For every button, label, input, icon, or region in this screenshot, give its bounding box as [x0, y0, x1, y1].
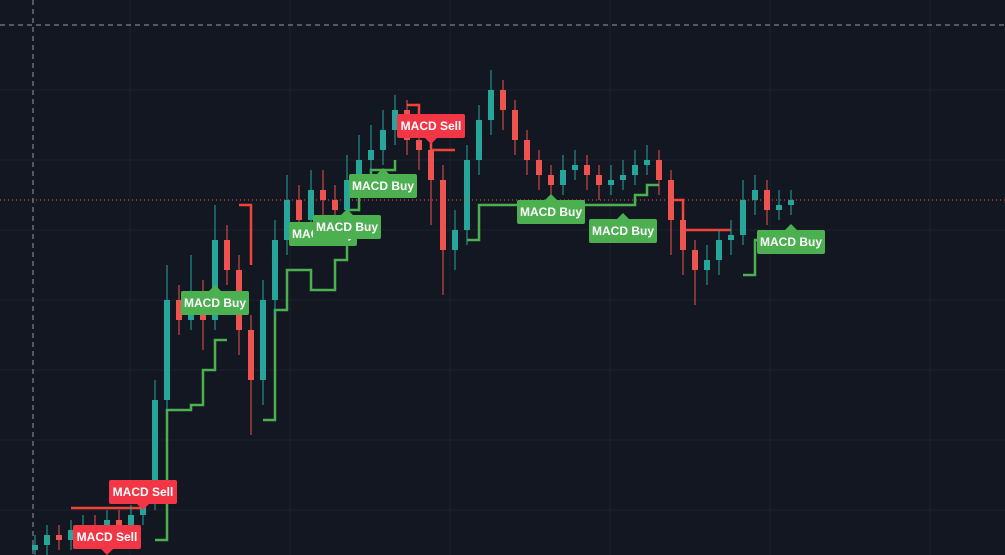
- signal-pointer: [209, 285, 221, 291]
- signal-box: [589, 219, 657, 243]
- signal-label: MACD Sell: [73, 525, 141, 555]
- candle-body: [308, 190, 314, 220]
- signal-box: [181, 291, 249, 315]
- signal-box: [313, 215, 381, 239]
- signal-text: MACD Sell: [113, 485, 174, 499]
- signal-text: MACD Buy: [760, 235, 822, 249]
- signal-label: MACD Buy: [349, 168, 417, 198]
- candle-body: [500, 90, 506, 110]
- stop-line: [239, 203, 253, 265]
- candle-body: [296, 200, 302, 220]
- signal-pointer: [617, 213, 629, 219]
- candle-body: [224, 240, 230, 270]
- signal-pointer: [137, 504, 149, 510]
- candle-body: [44, 535, 50, 545]
- candle-body: [440, 180, 446, 250]
- candle-body: [464, 160, 470, 230]
- candle-body: [572, 165, 578, 170]
- candle-body: [176, 300, 182, 320]
- candle-body: [584, 165, 590, 175]
- stop-line: [155, 338, 227, 542]
- signal-text: MACD Buy: [592, 224, 654, 238]
- signal-box: [517, 200, 585, 224]
- candle-body: [212, 240, 218, 320]
- signal-box: [109, 480, 177, 504]
- candle-body: [344, 180, 350, 210]
- signal-pointer: [101, 549, 113, 555]
- candle-body: [476, 120, 482, 160]
- signal-pointer: [341, 209, 353, 215]
- candle-body: [536, 160, 542, 175]
- candle-body: [128, 515, 134, 525]
- candle-body: [632, 165, 638, 175]
- candle-body: [32, 545, 38, 550]
- candle-body: [248, 330, 254, 380]
- candle-body: [56, 535, 62, 540]
- signal-label: MACD Buy: [313, 209, 381, 239]
- signal-pointer: [785, 224, 797, 230]
- candle-body: [152, 400, 158, 500]
- candle-body: [428, 150, 434, 180]
- signal-label: MACD Sell: [397, 114, 465, 144]
- candle-body: [596, 175, 602, 185]
- candle-body: [68, 530, 74, 540]
- signal-pointer: [425, 138, 437, 144]
- candle-body: [788, 200, 794, 205]
- candle-body: [728, 235, 734, 240]
- signal-label: MACD Buy: [517, 194, 585, 224]
- signal-text: MACD Sell: [77, 530, 138, 544]
- candle-body: [548, 175, 554, 185]
- candle-body: [704, 260, 710, 270]
- candle-body: [320, 190, 326, 200]
- candle-body: [380, 130, 386, 150]
- candle-body: [284, 200, 290, 240]
- signal-box: [397, 114, 465, 138]
- candle-body: [644, 160, 650, 165]
- candle-body: [740, 200, 746, 235]
- signal-text: MACD Sell: [401, 119, 462, 133]
- signal-label: MACD Sell: [109, 480, 177, 510]
- signal-box: [73, 525, 141, 549]
- candle-body: [716, 240, 722, 260]
- candle-body: [776, 205, 782, 210]
- candle-body: [368, 150, 374, 160]
- candle-body: [668, 180, 674, 220]
- candle-body: [452, 230, 458, 250]
- signal-box: [349, 174, 417, 198]
- candle-body: [560, 170, 566, 185]
- candle-body: [164, 300, 170, 400]
- signal-pointer: [377, 168, 389, 174]
- candle-body: [524, 140, 530, 160]
- candle-body: [488, 90, 494, 120]
- candle-body: [764, 190, 770, 210]
- signal-label: MACD Buy: [589, 213, 657, 243]
- candle-body: [116, 520, 122, 525]
- candle-body: [356, 160, 362, 180]
- candle-body: [392, 110, 398, 130]
- candle-body: [272, 240, 278, 300]
- candle-body: [608, 180, 614, 185]
- signal-box: [757, 230, 825, 254]
- candle-body: [680, 220, 686, 250]
- candle-body: [260, 300, 266, 380]
- candle-body: [620, 175, 626, 180]
- candle-body: [752, 190, 758, 200]
- signal-text: MACD Buy: [184, 296, 246, 310]
- signal-text: MACD Buy: [520, 205, 582, 219]
- signal-label: MACD Buy: [757, 224, 825, 254]
- candle-body: [332, 200, 338, 210]
- candle-body: [656, 160, 662, 180]
- candle-body: [692, 250, 698, 270]
- signal-text: MACD Buy: [316, 220, 378, 234]
- signal-text: MACD Buy: [352, 179, 414, 193]
- signal-pointer: [545, 194, 557, 200]
- signal-label: MACD Buy: [181, 285, 249, 315]
- candle-body: [416, 140, 422, 150]
- candle-body: [512, 110, 518, 140]
